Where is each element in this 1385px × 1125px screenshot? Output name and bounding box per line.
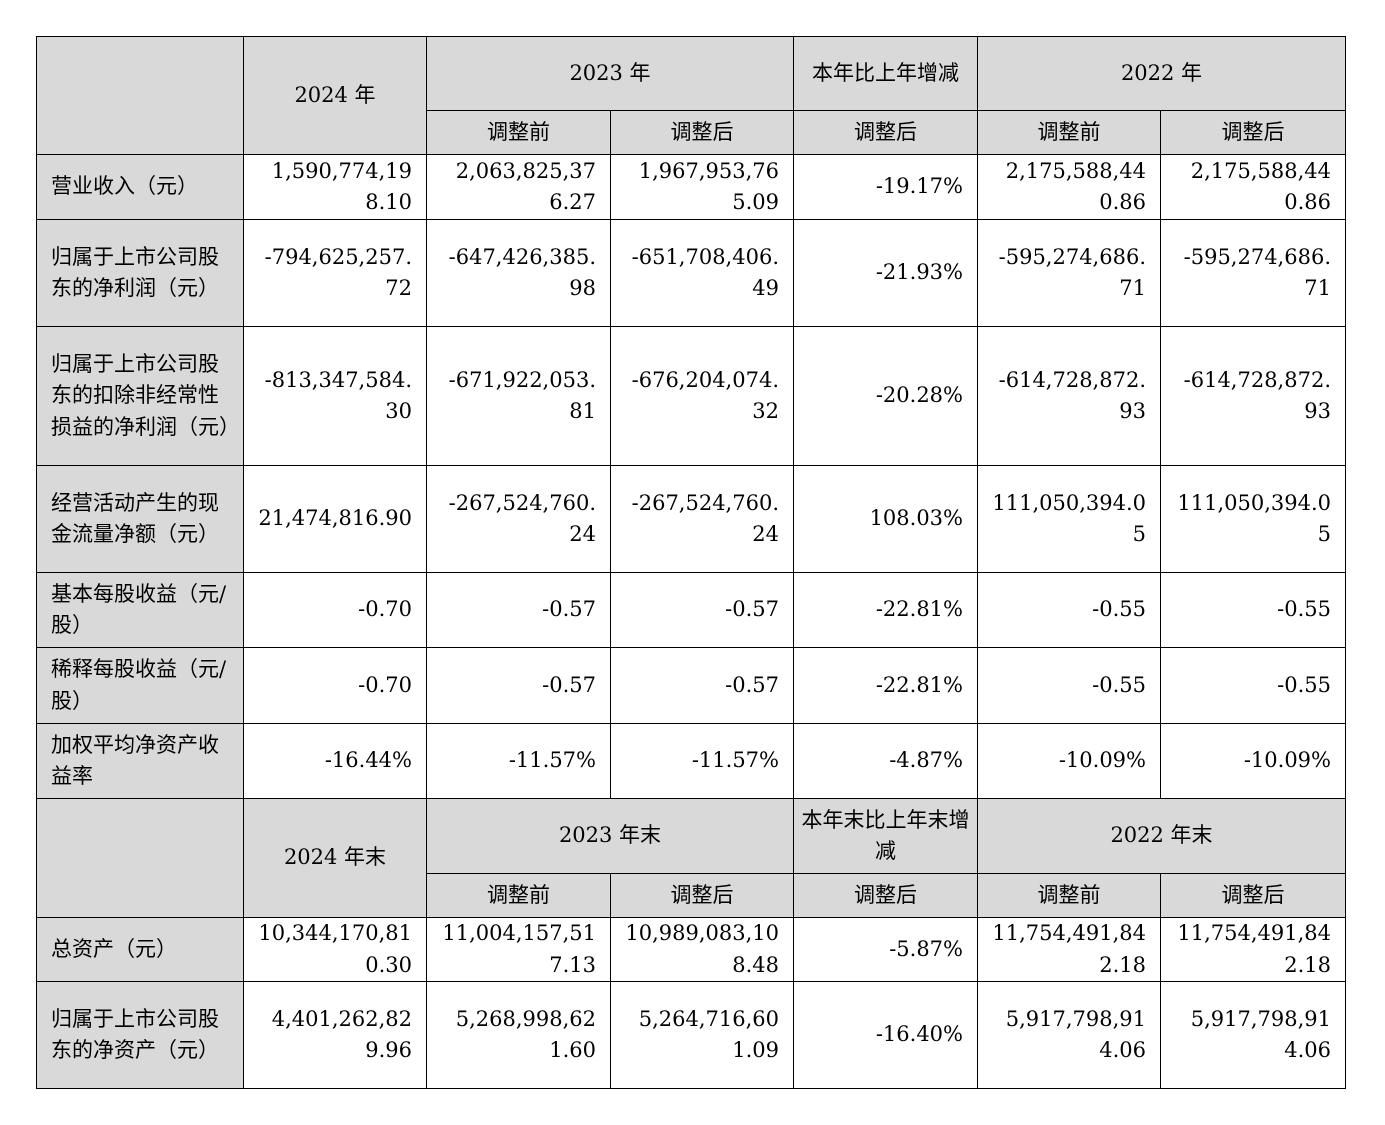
- value-2022-before: 5,917,798,914.06: [977, 981, 1161, 1089]
- subheader-2022-before: 调整前: [977, 110, 1161, 155]
- value-2023-after: -267,524,760.24: [610, 465, 794, 573]
- value-2022-before: -614,728,872.93: [977, 326, 1161, 466]
- subheader-2022-after: 调整后: [1160, 873, 1346, 918]
- value-2022-after: 5,917,798,914.06: [1160, 981, 1346, 1089]
- header-year-prior: 2023 年末: [426, 798, 794, 874]
- row-label: 稀释每股收益（元/股）: [36, 647, 244, 724]
- value-change: -16.40%: [793, 981, 978, 1089]
- row-label: 归属于上市公司股东的扣除非经常性损益的净利润（元）: [36, 326, 244, 466]
- value-2023-after: -676,204,074.32: [610, 326, 794, 466]
- table-row: 归属于上市公司股东的净利润（元） -794,625,257.72 -647,42…: [36, 219, 1346, 327]
- subheader-row: 调整前 调整后 调整后 调整前 调整后: [37, 110, 1346, 155]
- row-label: 归属于上市公司股东的净利润（元）: [36, 219, 244, 327]
- table-row: 总资产（元） 10,344,170,810.30 11,004,157,517.…: [36, 917, 1346, 982]
- value-2022-before: -0.55: [977, 572, 1161, 648]
- value-2022-after: -614,728,872.93: [1160, 326, 1346, 466]
- value-change: -22.81%: [793, 572, 978, 648]
- value-2023-before: -11.57%: [426, 723, 611, 799]
- value-2022-before: 2,175,588,440.86: [977, 154, 1161, 220]
- table-row: 归属于上市公司股东的扣除非经常性损益的净利润（元） -813,347,584.3…: [36, 326, 1346, 466]
- row-label: 基本每股收益（元/股）: [36, 572, 244, 648]
- row-label: 营业收入（元）: [36, 154, 244, 220]
- row-label: 归属于上市公司股东的净资产（元）: [36, 981, 244, 1089]
- value-2022-after: 111,050,394.05: [1160, 465, 1346, 573]
- subheader-change-after: 调整后: [793, 873, 978, 918]
- row-label: 总资产（元）: [36, 917, 244, 982]
- subheader-2022-before: 调整前: [977, 873, 1161, 918]
- value-change: 108.03%: [793, 465, 978, 573]
- value-2023-before: -0.57: [426, 647, 611, 724]
- value-2024: -813,347,584.30: [243, 326, 427, 466]
- value-2024: 10,344,170,810.30: [243, 917, 427, 982]
- value-2023-after: -0.57: [610, 572, 794, 648]
- value-2024: 4,401,262,829.96: [243, 981, 427, 1089]
- row-label: 经营活动产生的现金流量净额（元）: [36, 465, 244, 573]
- value-2023-after: 10,989,083,108.48: [610, 917, 794, 982]
- subheader-change-after: 调整后: [793, 110, 978, 155]
- value-2023-before: 11,004,157,517.13: [426, 917, 611, 982]
- value-change: -22.81%: [793, 647, 978, 724]
- value-change: -4.87%: [793, 723, 978, 799]
- value-2024: -16.44%: [243, 723, 427, 799]
- subheader-2023-after: 调整后: [610, 110, 794, 155]
- table-row: 归属于上市公司股东的净资产（元） 4,401,262,829.96 5,268,…: [36, 981, 1346, 1089]
- value-2022-after: 11,754,491,842.18: [1160, 917, 1346, 982]
- header-year-current: 2024 年末: [243, 798, 427, 918]
- value-2023-before: -0.57: [426, 572, 611, 648]
- value-2024: 1,590,774,198.10: [243, 154, 427, 220]
- subheader-2023-before: 调整前: [426, 110, 611, 155]
- header-year-current: 2024 年: [243, 36, 427, 155]
- value-2022-after: -0.55: [1160, 572, 1346, 648]
- table-row: 基本每股收益（元/股） -0.70 -0.57 -0.57 -22.81% -0…: [36, 572, 1346, 648]
- value-2023-after: 5,264,716,601.09: [610, 981, 794, 1089]
- subheader-2023-after: 调整后: [610, 873, 794, 918]
- value-2024: 21,474,816.90: [243, 465, 427, 573]
- header-year-prior2: 2022 年: [977, 36, 1346, 111]
- header-blank-cell: [36, 36, 244, 155]
- value-2024: -0.70: [243, 572, 427, 648]
- subheader-2023-before: 调整前: [426, 873, 611, 918]
- value-2023-before: -647,426,385.98: [426, 219, 611, 327]
- value-change: -5.87%: [793, 917, 978, 982]
- value-2022-after: -595,274,686.71: [1160, 219, 1346, 327]
- value-2023-before: 5,268,998,621.60: [426, 981, 611, 1089]
- value-2024: -0.70: [243, 647, 427, 724]
- value-2022-before: 11,754,491,842.18: [977, 917, 1161, 982]
- value-change: -19.17%: [793, 154, 978, 220]
- value-2023-before: 2,063,825,376.27: [426, 154, 611, 220]
- value-change: -21.93%: [793, 219, 978, 327]
- row-label: 加权平均净资产收益率: [36, 723, 244, 799]
- value-2022-before: -595,274,686.71: [977, 219, 1161, 327]
- value-2023-after: -11.57%: [610, 723, 794, 799]
- subheader-row: 调整前 调整后 调整后 调整前 调整后: [37, 873, 1346, 918]
- table-row: 营业收入（元） 1,590,774,198.10 2,063,825,376.2…: [36, 154, 1346, 220]
- value-2022-after: -0.55: [1160, 647, 1346, 724]
- header-blank-cell: [36, 798, 244, 918]
- table-row: 加权平均净资产收益率 -16.44% -11.57% -11.57% -4.87…: [36, 723, 1346, 799]
- value-2023-before: -267,524,760.24: [426, 465, 611, 573]
- value-2022-after: 2,175,588,440.86: [1160, 154, 1346, 220]
- value-change: -20.28%: [793, 326, 978, 466]
- header-change: 本年比上年增减: [793, 36, 978, 111]
- value-2022-before: 111,050,394.05: [977, 465, 1161, 573]
- value-2023-after: 1,967,953,765.09: [610, 154, 794, 220]
- value-2022-after: -10.09%: [1160, 723, 1346, 799]
- value-2023-before: -671,922,053.81: [426, 326, 611, 466]
- value-2023-after: -0.57: [610, 647, 794, 724]
- header-row: 2024 年末 2023 年末 本年末比上年末增减 2022 年末: [36, 798, 1346, 918]
- table-row: 稀释每股收益（元/股） -0.70 -0.57 -0.57 -22.81% -0…: [36, 647, 1346, 724]
- header-row: 2024 年 2023 年 本年比上年增减 2022 年: [36, 36, 1346, 155]
- value-2023-after: -651,708,406.49: [610, 219, 794, 327]
- financial-data-table: 2024 年 2023 年 本年比上年增减 2022 年 调整前 调整后 调整后…: [36, 36, 1346, 1089]
- header-year-prior: 2023 年: [426, 36, 794, 111]
- header-change: 本年末比上年末增减: [793, 798, 978, 874]
- table-row: 经营活动产生的现金流量净额（元） 21,474,816.90 -267,524,…: [36, 465, 1346, 573]
- value-2024: -794,625,257.72: [243, 219, 427, 327]
- header-year-prior2: 2022 年末: [977, 798, 1346, 874]
- value-2022-before: -0.55: [977, 647, 1161, 724]
- value-2022-before: -10.09%: [977, 723, 1161, 799]
- subheader-2022-after: 调整后: [1160, 110, 1346, 155]
